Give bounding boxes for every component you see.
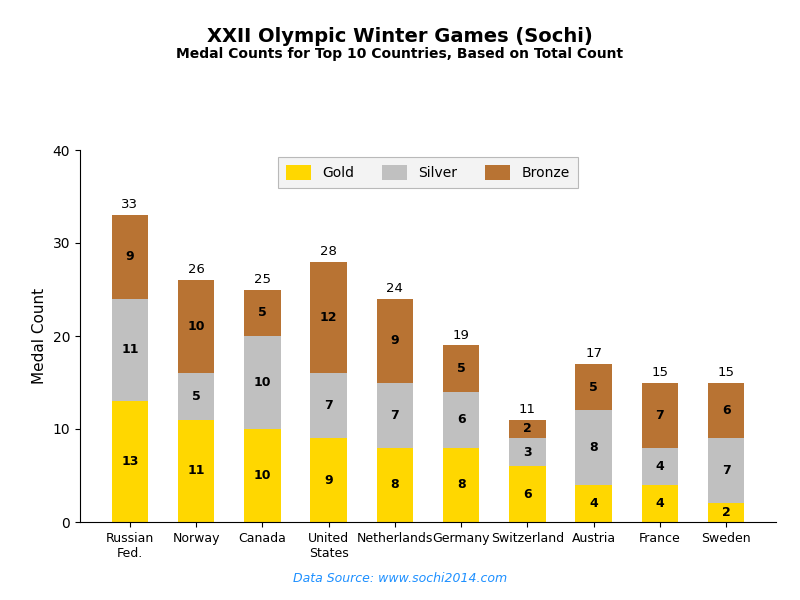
Bar [310,373,347,438]
Text: 9: 9 [324,473,333,487]
Bar [112,215,148,299]
Bar [310,438,347,522]
Bar [310,262,347,373]
Text: 4: 4 [655,497,664,510]
Bar [178,420,214,522]
Text: 17: 17 [585,347,602,360]
Text: 11: 11 [519,403,536,416]
Bar [575,410,612,485]
Text: 5: 5 [192,390,201,403]
Y-axis label: Medal Count: Medal Count [32,288,47,384]
Text: Medal Counts for Top 10 Countries, Based on Total Count: Medal Counts for Top 10 Countries, Based… [177,47,623,61]
Text: 15: 15 [718,366,734,379]
Bar [509,438,546,466]
Text: 10: 10 [254,376,271,389]
Text: 5: 5 [258,306,266,319]
Bar [443,345,479,392]
Bar [708,503,744,522]
Bar [244,289,281,336]
Text: 13: 13 [121,455,138,468]
Text: 7: 7 [722,464,730,478]
Bar [178,373,214,420]
Bar [377,448,413,522]
Bar [642,383,678,448]
Text: 6: 6 [523,488,532,500]
Text: 33: 33 [122,199,138,211]
Text: 26: 26 [188,263,205,277]
Text: 2: 2 [722,506,730,519]
Bar [244,336,281,429]
Text: 11: 11 [121,343,138,356]
Text: 7: 7 [655,409,664,422]
Text: 6: 6 [722,404,730,417]
Text: 9: 9 [126,250,134,263]
Text: Data Source: www.sochi2014.com: Data Source: www.sochi2014.com [293,572,507,585]
Bar [377,383,413,448]
Text: 10: 10 [254,469,271,482]
Text: 12: 12 [320,311,338,324]
Text: 24: 24 [386,282,403,295]
Bar [112,299,148,401]
Bar [708,438,744,503]
Bar [509,466,546,522]
Text: 6: 6 [457,413,466,426]
Bar [509,420,546,438]
Text: 10: 10 [187,320,205,333]
Text: 2: 2 [523,422,532,436]
Text: 25: 25 [254,273,271,286]
Text: 28: 28 [320,245,337,258]
Text: XXII Olympic Winter Games (Sochi): XXII Olympic Winter Games (Sochi) [207,27,593,46]
Text: 5: 5 [590,380,598,394]
Bar [575,364,612,410]
Text: 9: 9 [390,334,399,347]
Bar [377,299,413,383]
Text: 5: 5 [457,362,466,375]
Text: 7: 7 [324,399,333,412]
Text: 19: 19 [453,329,470,341]
Bar [575,485,612,522]
Text: 8: 8 [590,441,598,454]
Text: 15: 15 [651,366,668,379]
Text: 8: 8 [457,478,466,491]
Bar [642,448,678,485]
Bar [178,280,214,373]
Bar [244,429,281,522]
Bar [443,392,479,448]
Text: 8: 8 [390,478,399,491]
Bar [708,383,744,438]
Text: 4: 4 [655,460,664,473]
Text: 7: 7 [390,409,399,422]
Bar [443,448,479,522]
Bar [642,485,678,522]
Text: 3: 3 [523,446,532,459]
Text: 4: 4 [590,497,598,510]
Legend: Gold, Silver, Bronze: Gold, Silver, Bronze [278,157,578,188]
Text: 11: 11 [187,464,205,478]
Bar [112,401,148,522]
